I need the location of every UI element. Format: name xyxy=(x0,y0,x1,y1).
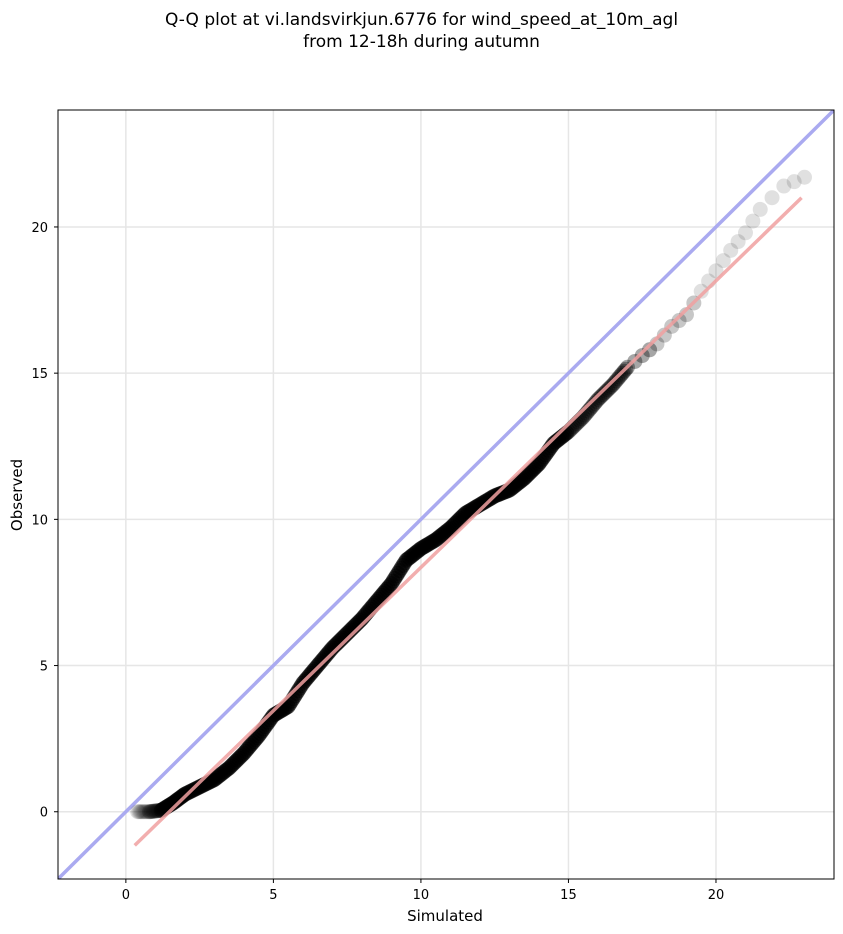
data-point xyxy=(656,327,672,343)
chart-subtitle: from 12-18h during autumn xyxy=(303,32,540,52)
grid-lines xyxy=(58,110,834,879)
data-point xyxy=(141,804,157,820)
x-tick-label: 20 xyxy=(708,888,725,903)
x-tick-label: 0 xyxy=(122,888,130,903)
chart-title: Q-Q plot at vi.landsvirkjun.6776 for win… xyxy=(164,10,679,30)
data-point xyxy=(606,375,622,391)
data-point xyxy=(601,380,617,396)
y-tick-label: 5 xyxy=(40,660,48,675)
data-point xyxy=(776,178,792,194)
plot-frame xyxy=(57,109,835,880)
y-axis-ticks: 0 5 10 15 20 xyxy=(31,221,58,821)
data-point xyxy=(595,387,611,403)
data-point xyxy=(745,213,761,229)
x-tick-label: 15 xyxy=(560,888,577,903)
data-point xyxy=(132,804,148,820)
data-point xyxy=(786,174,802,190)
data-point xyxy=(138,804,154,820)
data-point xyxy=(605,377,621,393)
data-point xyxy=(139,804,155,820)
data-point xyxy=(134,804,150,820)
data-point xyxy=(608,373,624,389)
data-point xyxy=(610,371,626,387)
x-tick-label: 5 xyxy=(269,888,277,903)
data-point xyxy=(634,348,650,364)
data-point xyxy=(600,382,616,398)
data-point xyxy=(590,391,606,407)
data-point xyxy=(136,804,152,820)
data-point xyxy=(664,318,680,334)
data-point xyxy=(752,201,768,217)
data-point xyxy=(737,225,753,241)
one-to-one-line xyxy=(58,110,834,879)
data-point xyxy=(693,283,709,299)
data-point xyxy=(642,342,658,358)
data-point xyxy=(723,242,739,258)
data-point xyxy=(603,378,619,394)
y-tick-label: 0 xyxy=(40,806,48,821)
data-point xyxy=(592,390,608,406)
data-point xyxy=(598,383,614,399)
data-point xyxy=(764,190,780,206)
y-tick-label: 10 xyxy=(31,513,48,528)
data-point xyxy=(587,395,603,411)
regression-line xyxy=(133,196,803,847)
x-tick-label: 10 xyxy=(413,888,430,903)
data-point xyxy=(135,804,151,820)
x-axis-label: Simulated xyxy=(407,907,483,925)
data-point xyxy=(715,253,731,269)
data-point xyxy=(671,313,687,329)
data-point xyxy=(588,393,604,409)
y-tick-label: 15 xyxy=(31,367,48,382)
data-point xyxy=(130,804,146,820)
data-point xyxy=(597,385,613,401)
x-axis-ticks: 0 5 10 15 20 xyxy=(122,879,725,903)
data-point xyxy=(131,804,147,820)
y-tick-label: 20 xyxy=(31,221,48,236)
data-point xyxy=(730,234,746,250)
data-point xyxy=(796,169,812,185)
data-points xyxy=(130,169,812,820)
y-axis-label: Observed xyxy=(8,459,26,531)
data-point xyxy=(593,388,609,404)
data-point xyxy=(708,263,724,279)
data-point xyxy=(140,804,156,820)
